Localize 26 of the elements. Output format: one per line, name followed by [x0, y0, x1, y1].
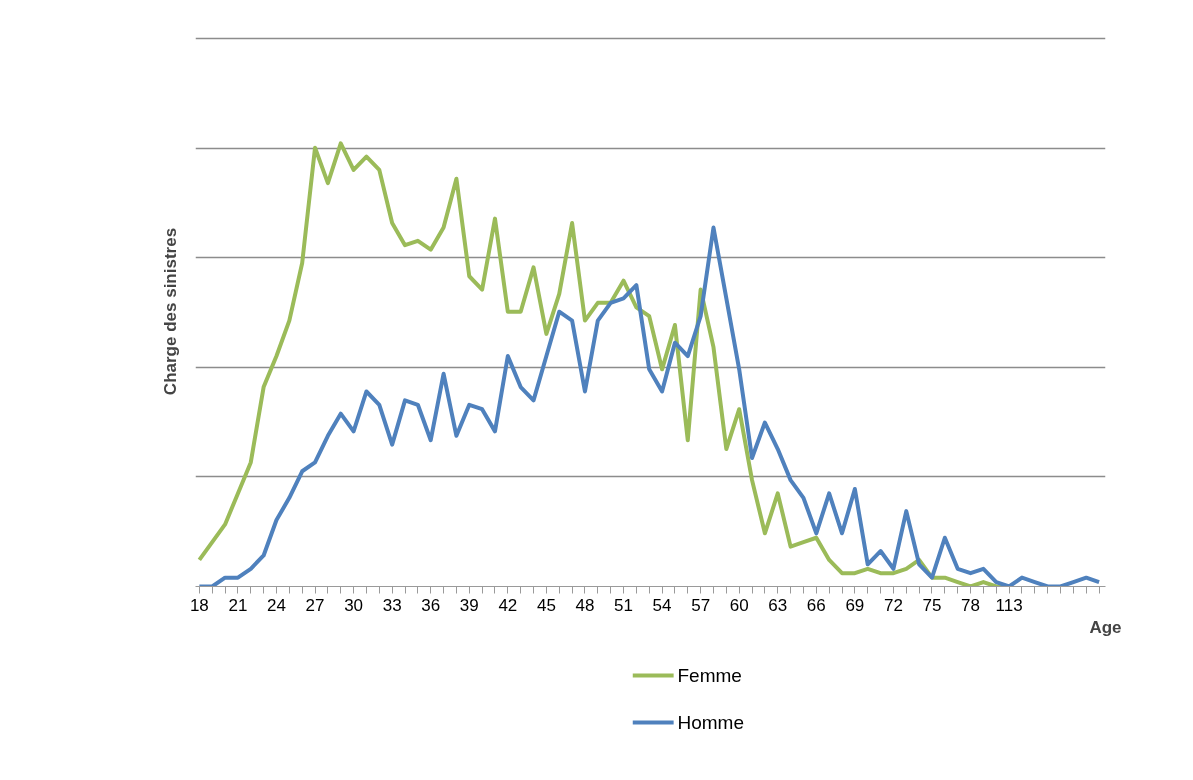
x-tick-label: 18: [189, 595, 209, 615]
x-tick-label: 60: [729, 595, 749, 615]
x-axis-title: Age: [1089, 617, 1122, 637]
x-tick-label: 21: [228, 595, 248, 615]
x-tick-label: 42: [498, 595, 518, 615]
x-tick-label: 48: [575, 595, 595, 615]
y-axis-title: Charge des sinistres: [160, 227, 180, 396]
x-tick-label: 57: [691, 595, 711, 615]
x-tick-label: 27: [305, 595, 325, 615]
x-tick-label: 75: [922, 595, 942, 615]
x-tick-label: 30: [344, 595, 364, 615]
x-tick-label: 33: [382, 595, 402, 615]
x-tick-label: 54: [652, 595, 672, 615]
x-tick-label: 66: [806, 595, 826, 615]
x-tick-label: 39: [459, 595, 479, 615]
x-tick-label: 69: [845, 595, 865, 615]
x-tick-label: 63: [768, 595, 788, 615]
x-tick-label: 78: [961, 595, 981, 615]
legend-label: Homme: [677, 712, 745, 733]
legend-label: Femme: [677, 665, 742, 686]
x-tick-label: 113: [995, 595, 1023, 615]
x-tick-label: 36: [421, 595, 441, 615]
x-tick-label: 24: [267, 595, 286, 615]
x-tick-label: 51: [614, 595, 633, 615]
x-tick-label: 72: [883, 595, 903, 615]
x-tick-label: 45: [536, 595, 556, 615]
